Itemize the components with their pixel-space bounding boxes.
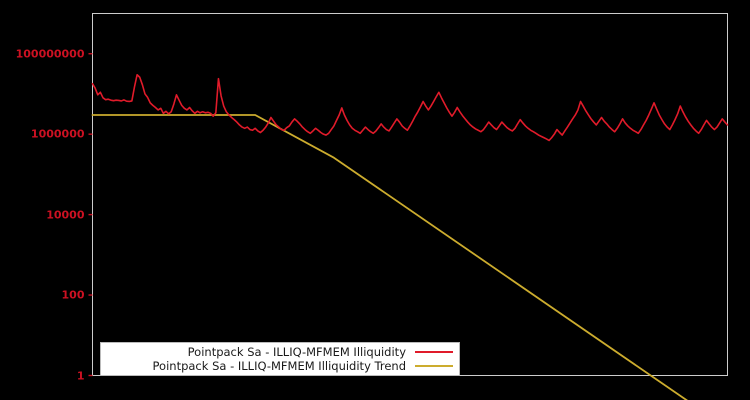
series-line-trend	[91, 114, 688, 400]
legend-swatch-illiquidity	[415, 351, 453, 353]
y-tick-label-10000: 10000	[46, 208, 85, 222]
legend-label-illiquidity-trend: Pointpack Sa - ILLIQ-MFMEM Illiquidity T…	[152, 359, 406, 373]
legend-swatch-illiquidity-trend	[415, 365, 453, 367]
plot-frame	[92, 13, 728, 376]
legend-item-illiquidity: Pointpack Sa - ILLIQ-MFMEM Illiquidity	[107, 345, 453, 359]
y-tick-label-100000000: 100000000	[15, 47, 85, 61]
y-axis-ticks	[88, 53, 93, 377]
y-tick-label-1000000: 1000000	[30, 127, 85, 141]
y-tick-label-1: 1	[76, 369, 85, 382]
legend-label-illiquidity: Pointpack Sa - ILLIQ-MFMEM Illiquidity	[187, 345, 406, 359]
y-tick-label-100: 100	[61, 288, 85, 302]
chart-legend: Pointpack Sa - ILLIQ-MFMEM Illiquidity P…	[100, 342, 460, 376]
series-line-illiquidity	[91, 73, 729, 142]
legend-item-illiquidity-trend: Pointpack Sa - ILLIQ-MFMEM Illiquidity T…	[107, 359, 453, 373]
